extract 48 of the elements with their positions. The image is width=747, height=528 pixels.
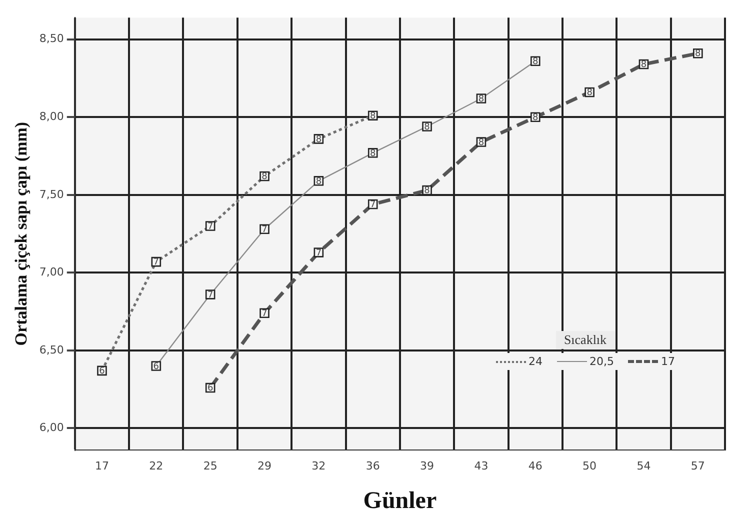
data-label: 7 bbox=[316, 248, 322, 258]
x-tick-label: 50 bbox=[582, 459, 597, 472]
data-label: 8 bbox=[262, 172, 268, 182]
data-label: 8 bbox=[316, 134, 322, 145]
data-label: 8 bbox=[478, 94, 484, 104]
x-tick-label: 57 bbox=[690, 459, 705, 472]
legend-title: Sıcaklık bbox=[556, 331, 615, 349]
y-tick-label: 7,50 bbox=[39, 188, 64, 201]
y-axis-title: Ortalama çiçek sapı çapı (mm) bbox=[12, 122, 31, 346]
y-tick-label: 6,50 bbox=[39, 343, 64, 356]
data-label: 8 bbox=[424, 186, 430, 196]
data-label: 7 bbox=[207, 290, 214, 300]
x-tick-label: 43 bbox=[474, 459, 488, 472]
data-label: 6 bbox=[153, 362, 160, 372]
x-tick-label: 32 bbox=[312, 459, 326, 472]
y-tick-label: 8,50 bbox=[39, 32, 64, 46]
data-label: 8 bbox=[532, 112, 539, 123]
data-label: 8 bbox=[370, 148, 376, 159]
data-label: 8 bbox=[478, 138, 484, 148]
x-tick-label: 39 bbox=[420, 459, 434, 472]
data-label: 8 bbox=[695, 49, 702, 60]
x-tick-label: 25 bbox=[203, 459, 218, 472]
data-label: 7 bbox=[153, 258, 160, 268]
data-label: 8 bbox=[532, 56, 539, 67]
data-label: 7 bbox=[262, 308, 268, 319]
data-label: 7 bbox=[207, 222, 214, 232]
x-tick-label: 29 bbox=[258, 459, 272, 472]
data-label: 6 bbox=[99, 366, 106, 377]
data-label: 7 bbox=[262, 224, 268, 235]
y-tick-label: 7,00 bbox=[39, 266, 64, 279]
data-label: 8 bbox=[424, 122, 430, 132]
data-label: 8 bbox=[586, 88, 593, 98]
x-tick-label: 54 bbox=[636, 459, 651, 472]
data-label: 8 bbox=[640, 60, 647, 70]
x-tick-label: 36 bbox=[366, 459, 380, 472]
x-axis-title: Günler bbox=[363, 488, 437, 514]
data-label: 8 bbox=[370, 111, 376, 122]
data-label: 6 bbox=[207, 384, 214, 394]
data-label: 7 bbox=[370, 200, 376, 210]
legend-label: 24 bbox=[528, 355, 542, 368]
x-tick-label: 17 bbox=[94, 459, 109, 472]
y-tick-label: 8,00 bbox=[39, 110, 64, 124]
x-tick-label: 22 bbox=[149, 459, 164, 472]
y-tick-label: 6,00 bbox=[39, 421, 64, 434]
data-label: 8 bbox=[316, 176, 322, 187]
legend-label: 20,5 bbox=[590, 355, 614, 368]
x-tick-label: 46 bbox=[528, 459, 542, 472]
legend-label: 17 bbox=[661, 355, 675, 368]
